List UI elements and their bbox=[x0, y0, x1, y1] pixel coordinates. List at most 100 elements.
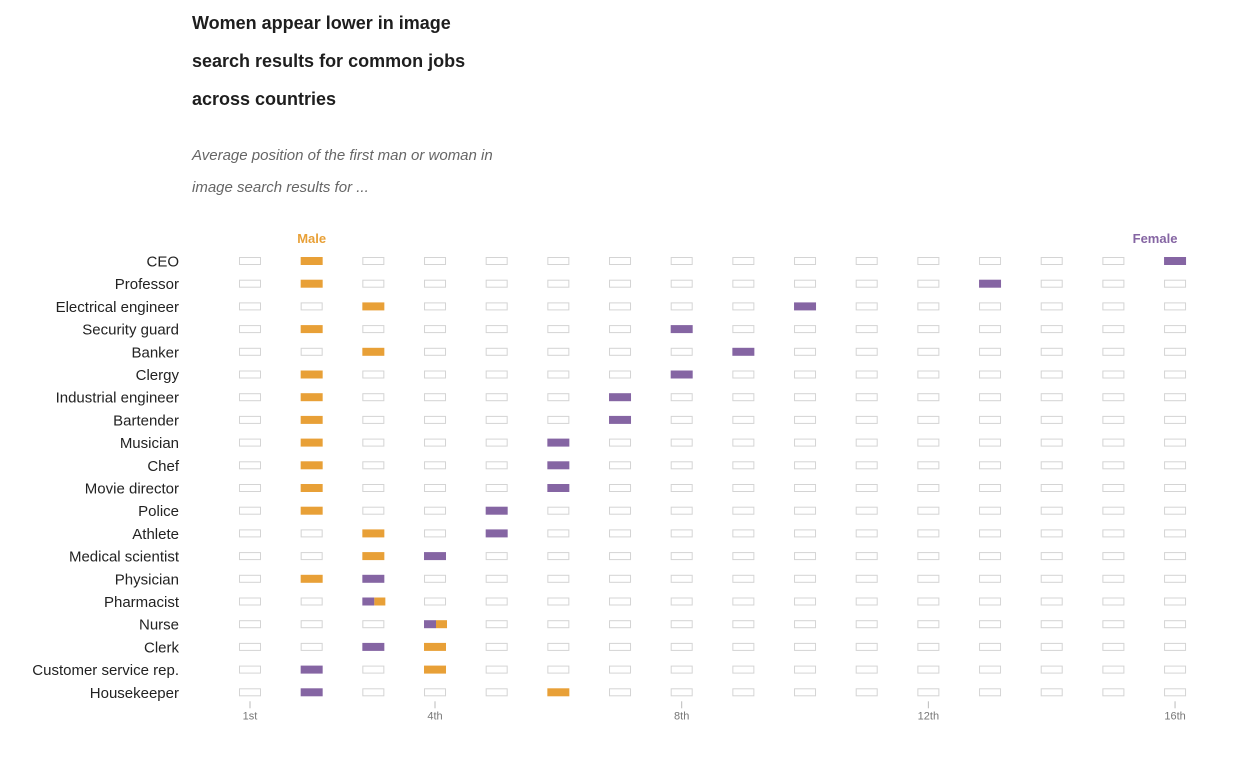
empty-slot bbox=[917, 665, 940, 674]
empty-slot bbox=[794, 438, 817, 447]
female-mark bbox=[609, 415, 632, 424]
empty-slot bbox=[917, 597, 940, 606]
empty-slot bbox=[547, 279, 570, 288]
empty-slot bbox=[609, 325, 632, 334]
female-mark bbox=[547, 484, 570, 492]
empty-slot bbox=[855, 642, 878, 651]
empty-slot bbox=[485, 347, 508, 356]
empty-slot bbox=[794, 665, 817, 674]
empty-slot bbox=[917, 370, 940, 379]
empty-slot bbox=[547, 620, 570, 629]
empty-slot bbox=[917, 642, 940, 651]
empty-slot bbox=[979, 642, 1002, 651]
empty-slot bbox=[979, 665, 1002, 674]
empty-slot bbox=[979, 302, 1002, 311]
empty-slot bbox=[239, 642, 261, 651]
empty-slot bbox=[794, 393, 817, 402]
empty-slot bbox=[362, 370, 385, 379]
empty-slot bbox=[732, 529, 755, 538]
empty-slot bbox=[1164, 279, 1187, 288]
empty-slot bbox=[794, 461, 817, 470]
empty-slot bbox=[855, 279, 878, 288]
empty-slot bbox=[300, 302, 323, 311]
row-label: Customer service rep. bbox=[32, 662, 179, 679]
empty-slot bbox=[424, 438, 447, 447]
empty-slot bbox=[1040, 438, 1063, 447]
empty-slot bbox=[670, 347, 693, 356]
empty-slot bbox=[979, 393, 1002, 402]
male-mark bbox=[300, 574, 323, 583]
empty-slot bbox=[547, 529, 570, 538]
empty-slot bbox=[855, 257, 878, 265]
empty-slot bbox=[670, 552, 693, 561]
male-mark bbox=[300, 393, 323, 402]
empty-slot bbox=[794, 506, 817, 515]
empty-slot bbox=[855, 506, 878, 515]
empty-slot bbox=[917, 393, 940, 402]
empty-slot bbox=[362, 665, 385, 674]
empty-slot bbox=[424, 393, 447, 402]
empty-slot bbox=[609, 484, 632, 492]
x-tick-label: 8th bbox=[674, 710, 689, 722]
empty-slot bbox=[1102, 279, 1125, 288]
empty-slot bbox=[424, 597, 447, 606]
empty-slot bbox=[300, 620, 323, 629]
empty-slot bbox=[917, 325, 940, 334]
empty-slot bbox=[855, 484, 878, 492]
empty-slot bbox=[1164, 665, 1187, 674]
empty-slot bbox=[917, 438, 940, 447]
empty-slot bbox=[794, 370, 817, 379]
chart-subtitle: Average position of the first man or wom… bbox=[192, 147, 493, 196]
row-label: Housekeeper bbox=[90, 685, 179, 702]
x-tick-label: 16th bbox=[1164, 710, 1185, 722]
empty-slot bbox=[979, 461, 1002, 470]
empty-slot bbox=[917, 574, 940, 583]
empty-slot bbox=[609, 438, 632, 447]
empty-slot bbox=[1040, 325, 1063, 334]
empty-slot bbox=[732, 302, 755, 311]
empty-slot bbox=[670, 529, 693, 538]
empty-slot bbox=[239, 257, 261, 265]
empty-slot bbox=[1040, 347, 1063, 356]
empty-slot bbox=[917, 461, 940, 470]
row-label: Athlete bbox=[132, 526, 179, 543]
empty-slot bbox=[855, 552, 878, 561]
empty-slot bbox=[424, 302, 447, 311]
empty-slot bbox=[1164, 347, 1187, 356]
empty-slot bbox=[855, 302, 878, 311]
empty-slot bbox=[609, 552, 632, 561]
empty-slot bbox=[609, 279, 632, 288]
female-mark bbox=[670, 325, 693, 334]
empty-slot bbox=[300, 642, 323, 651]
female-mark bbox=[362, 597, 375, 606]
male-mark bbox=[362, 302, 385, 311]
empty-slot bbox=[424, 415, 447, 424]
empty-slot bbox=[609, 597, 632, 606]
empty-slot bbox=[855, 347, 878, 356]
row-label: Police bbox=[138, 503, 179, 520]
empty-slot bbox=[609, 257, 632, 265]
empty-slot bbox=[362, 484, 385, 492]
empty-slot bbox=[917, 415, 940, 424]
empty-slot bbox=[547, 506, 570, 515]
empty-slot bbox=[732, 370, 755, 379]
empty-slot bbox=[424, 279, 447, 288]
empty-slot bbox=[1102, 506, 1125, 515]
male-mark bbox=[300, 484, 323, 492]
empty-slot bbox=[609, 302, 632, 311]
empty-slot bbox=[917, 688, 940, 697]
empty-slot bbox=[855, 665, 878, 674]
empty-slot bbox=[794, 688, 817, 697]
empty-slot bbox=[1102, 597, 1125, 606]
empty-slot bbox=[732, 552, 755, 561]
empty-slot bbox=[1164, 415, 1187, 424]
empty-slot bbox=[917, 257, 940, 265]
empty-slot bbox=[855, 461, 878, 470]
empty-slot bbox=[794, 552, 817, 561]
female-mark bbox=[1164, 257, 1187, 265]
male-mark bbox=[374, 597, 386, 606]
empty-slot bbox=[424, 325, 447, 334]
empty-slot bbox=[239, 484, 261, 492]
empty-slot bbox=[362, 325, 385, 334]
empty-slot bbox=[424, 347, 447, 356]
